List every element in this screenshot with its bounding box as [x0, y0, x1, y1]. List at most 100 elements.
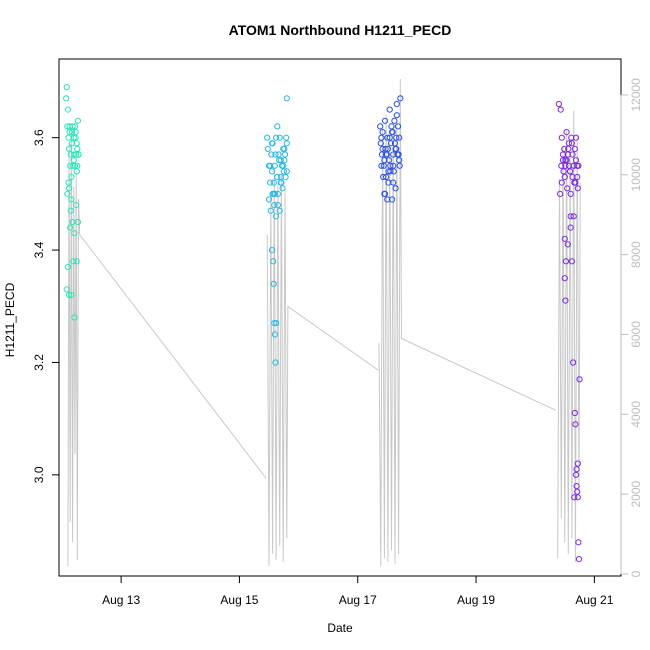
data-point: [574, 494, 581, 501]
data-point: [561, 145, 568, 152]
data-point: [567, 213, 574, 220]
data-point: [69, 123, 76, 130]
data-point: [387, 168, 394, 175]
data-point: [67, 224, 74, 231]
data-point: [270, 179, 277, 186]
data-point: [283, 168, 290, 175]
data-point: [392, 185, 399, 192]
data-point: [377, 123, 384, 130]
data-point: [267, 162, 274, 169]
data-point: [273, 213, 280, 220]
x-tick-label: Aug 17: [339, 593, 377, 607]
data-point: [558, 162, 565, 169]
data-point: [70, 134, 77, 141]
data-point: [71, 162, 79, 169]
data-point: [568, 140, 576, 147]
data-point: [576, 376, 583, 383]
data-point: [63, 95, 70, 102]
data-point: [567, 190, 574, 197]
data-point: [274, 202, 281, 209]
data-point: [564, 185, 571, 192]
data-point: [575, 539, 582, 546]
data-point: [68, 196, 75, 203]
data-point: [283, 95, 290, 102]
data-point: [265, 196, 273, 203]
data-point: [73, 151, 80, 158]
data-point: [264, 145, 271, 152]
data-point: [65, 134, 72, 141]
data-point: [395, 151, 402, 158]
data-point: [386, 134, 393, 141]
data-point: [273, 134, 280, 141]
y-tick-label: 3.6: [32, 129, 46, 146]
data-point: [74, 117, 82, 124]
data-point: [571, 145, 579, 152]
data-point: [74, 162, 81, 169]
data-point: [268, 151, 275, 158]
y-axis-right: 0 2000 4000 6000 8000 10000 12000: [620, 78, 643, 577]
data-point: [390, 179, 397, 186]
data-point: [283, 140, 290, 147]
data-point: [267, 179, 274, 186]
data-point: [393, 112, 400, 119]
data-point: [569, 151, 576, 158]
data-point: [575, 556, 583, 563]
data-point: [384, 145, 391, 152]
data-point: [557, 190, 564, 197]
data-point: [393, 134, 400, 141]
y2-tick-label: 2000: [629, 480, 643, 507]
data-point: [394, 123, 402, 130]
data-point: [66, 185, 73, 192]
data-point: [271, 190, 278, 197]
data-point: [71, 230, 78, 237]
data-point: [70, 258, 77, 265]
line-series-1: [67, 130, 267, 567]
data-point: [388, 123, 395, 130]
data-point: [70, 157, 77, 164]
data-point: [391, 117, 398, 124]
data-point: [564, 241, 571, 248]
data-point: [379, 129, 386, 136]
x-tick-label: Aug 15: [220, 593, 258, 607]
data-point: [66, 145, 73, 152]
data-point: [390, 162, 397, 169]
data-point: [561, 173, 568, 181]
scatter-points: [63, 84, 583, 563]
data-point: [68, 173, 75, 181]
y2-tick-label: 0: [629, 570, 643, 577]
data-point: [271, 320, 278, 327]
y-tick-label: 3.2: [32, 354, 46, 371]
data-point: [384, 196, 391, 203]
x-tick-label: Aug 13: [102, 593, 140, 607]
y2-tick-label: 8000: [629, 241, 643, 268]
data-point: [567, 224, 574, 231]
data-point: [562, 297, 569, 304]
data-point: [67, 207, 74, 214]
x-axis-label: Date: [327, 621, 353, 635]
data-point: [381, 190, 388, 197]
data-point: [63, 84, 70, 91]
data-point: [273, 320, 280, 327]
y2-tick-label: 4000: [629, 401, 643, 428]
data-point: [377, 140, 384, 147]
data-point: [381, 117, 389, 124]
data-point: [73, 258, 80, 265]
data-point: [277, 173, 284, 181]
data-point: [68, 291, 75, 299]
chart-title: ATOM1 Northbound H1211_PECD: [229, 22, 452, 38]
x-tick-label: Aug 19: [457, 593, 495, 607]
data-point: [73, 202, 80, 209]
data-point: [562, 258, 570, 265]
data-point: [555, 100, 563, 108]
data-point: [572, 157, 580, 164]
data-point: [272, 359, 279, 366]
data-point: [389, 129, 396, 136]
data-point: [64, 263, 72, 270]
data-point: [383, 173, 390, 181]
data-point: [393, 100, 400, 108]
data-point: [378, 134, 385, 141]
data-point: [561, 275, 568, 282]
data-point: [396, 162, 403, 169]
data-point: [386, 157, 393, 164]
